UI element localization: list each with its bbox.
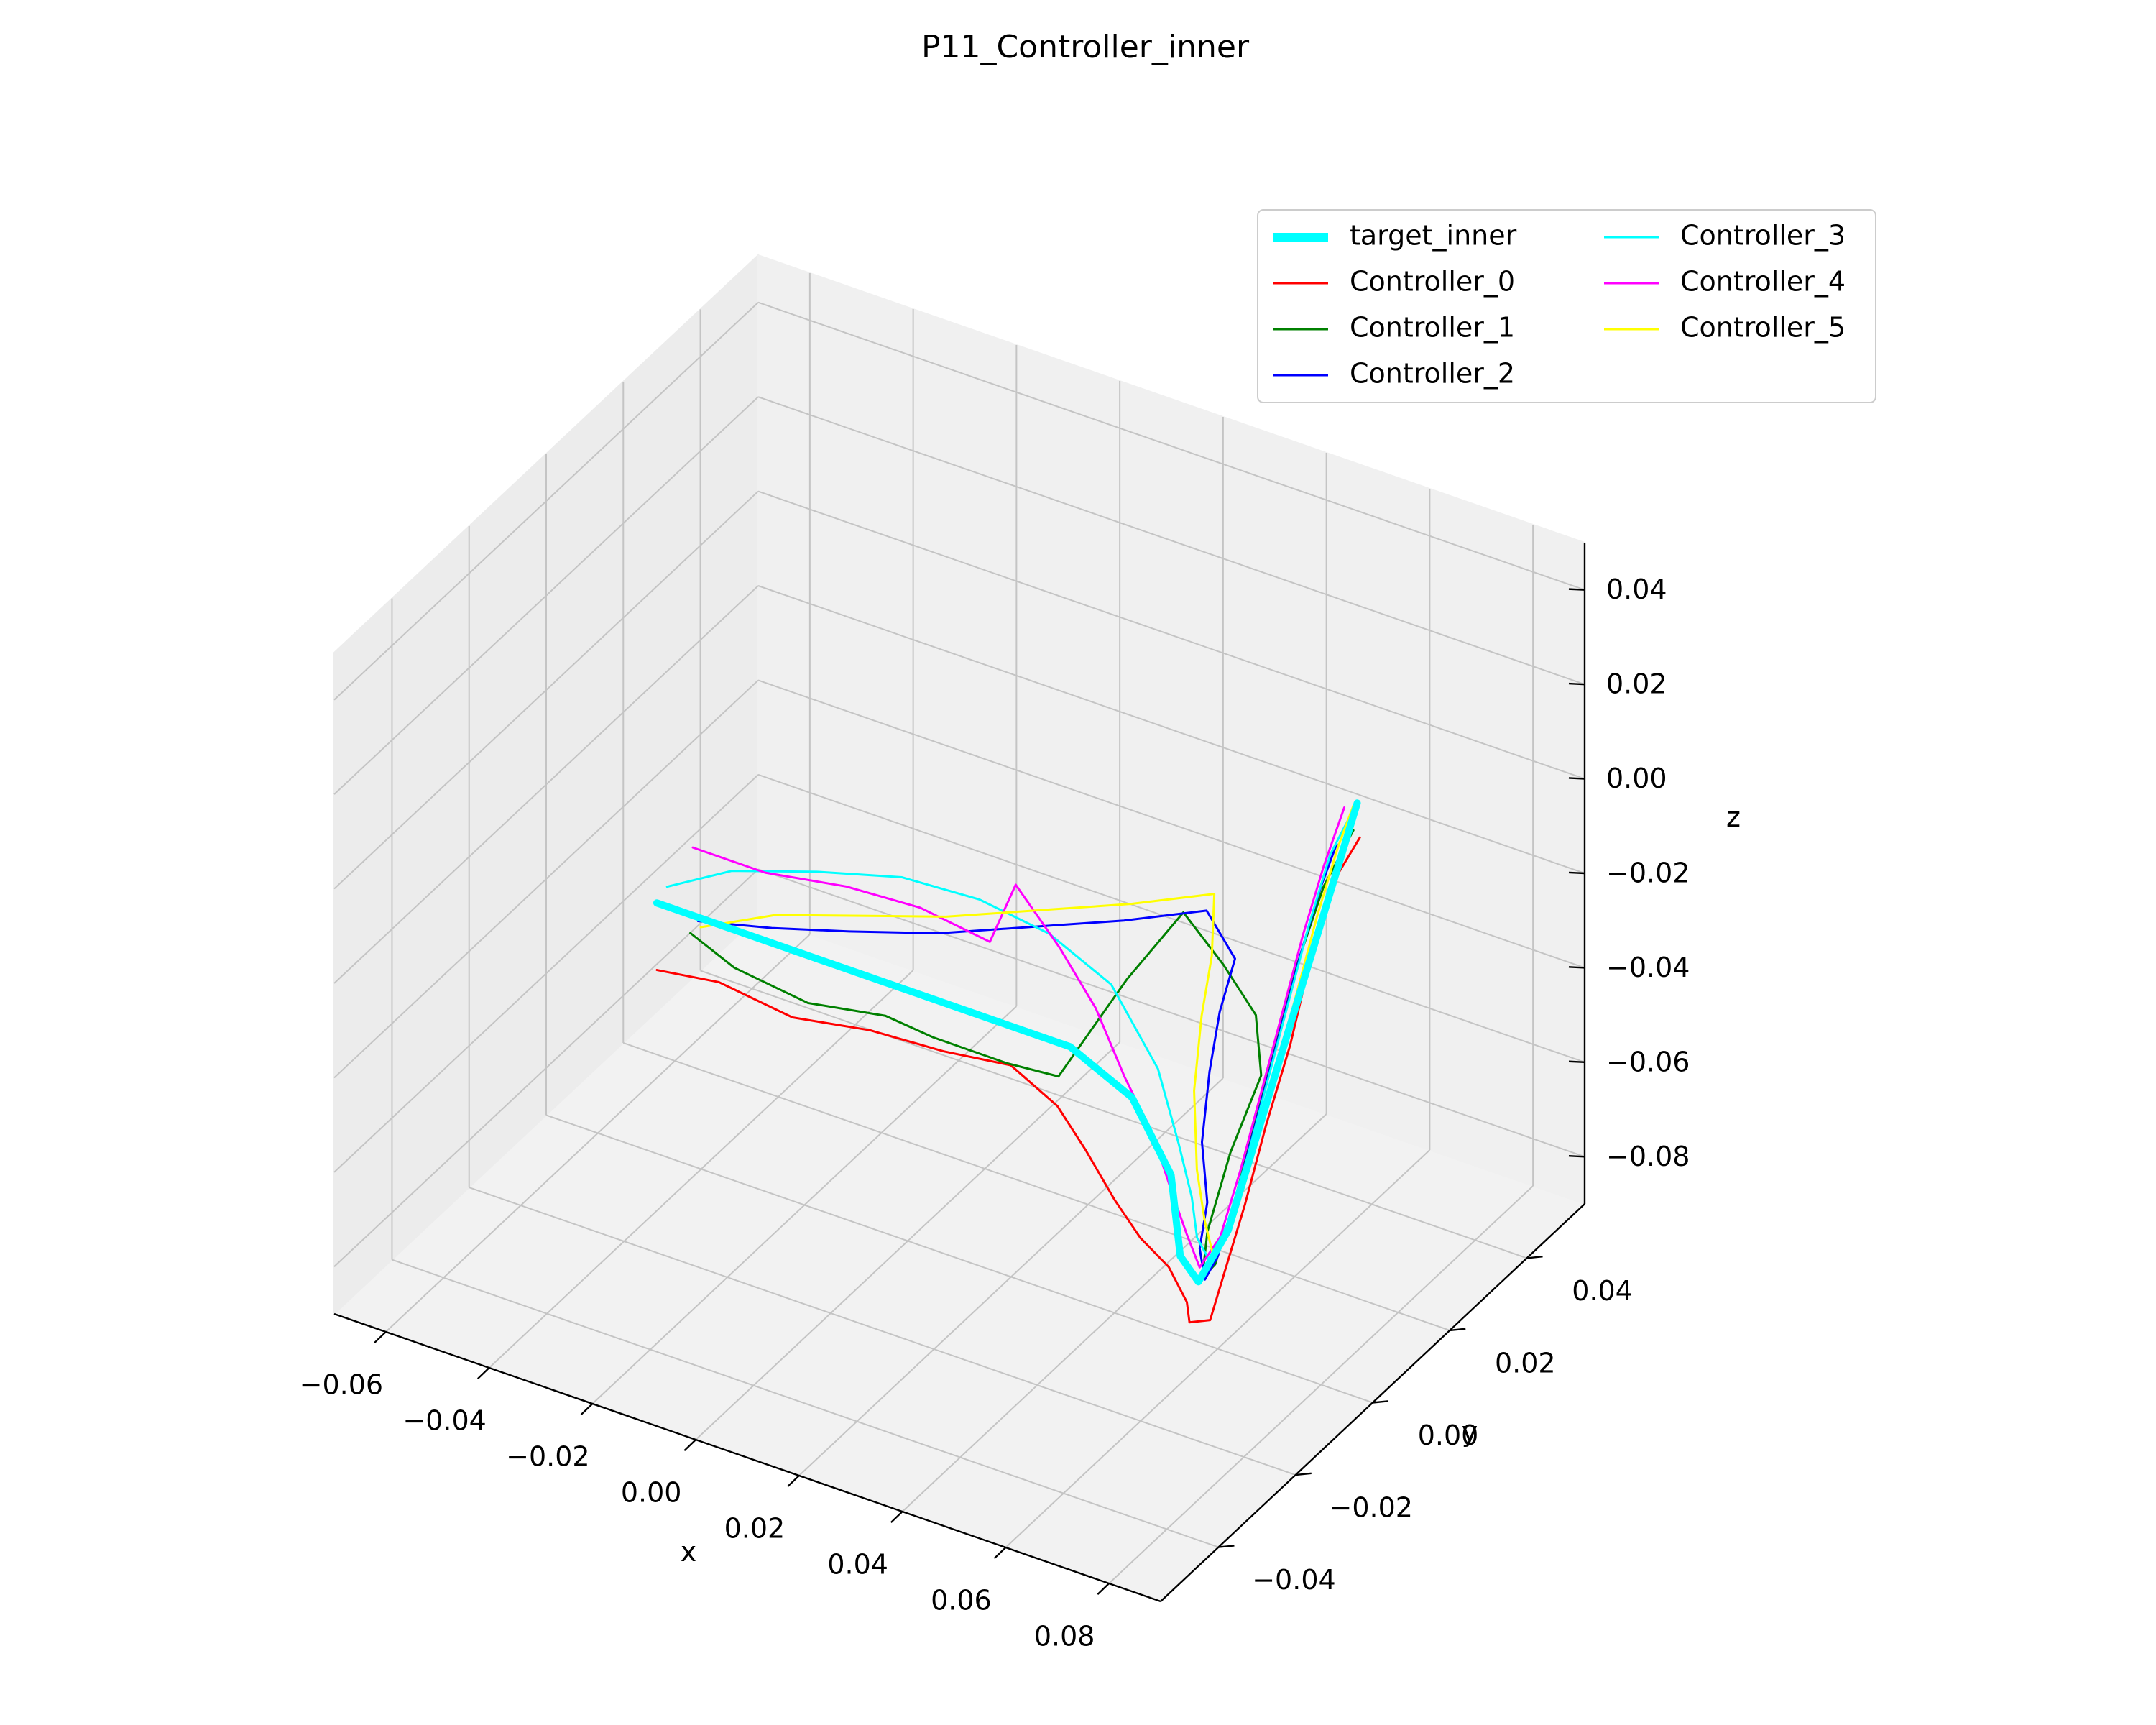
- y-tick-label: 0.02: [1495, 1347, 1556, 1379]
- x-axis-line: [333, 1312, 1161, 1603]
- y-tick-label: 0.04: [1572, 1275, 1633, 1307]
- z-tick-label: 0.04: [1606, 574, 1667, 605]
- tick-marks: −0.06 −0.04 −0.02 0.00 0.02 0.04 0.06 0.08 −0.04…: [300, 574, 1690, 1652]
- y-grid-floor: [469, 1187, 1296, 1476]
- grid-lines: [333, 273, 1585, 1584]
- y-tick: [1372, 1400, 1389, 1404]
- y-tick-label: −0.04: [1252, 1564, 1335, 1596]
- y-tick-label: −0.02: [1330, 1492, 1413, 1524]
- y-grid-floor: [700, 970, 1527, 1259]
- z-tick-label: 0.02: [1606, 668, 1667, 700]
- x-tick: [580, 1403, 594, 1416]
- x-tick-label: 0.00: [621, 1477, 682, 1509]
- x-tick-label: 0.08: [1034, 1621, 1095, 1652]
- legend-entry-label: Controller_1: [1350, 312, 1515, 344]
- y-tick-label: 0.00: [1418, 1420, 1479, 1451]
- legend-entry-label: Controller_5: [1680, 312, 1846, 344]
- y-axis-label: y: [1462, 1416, 1478, 1448]
- x-tick-label: 0.06: [931, 1585, 992, 1616]
- y-grid-floor: [545, 1114, 1373, 1404]
- x-tick: [993, 1547, 1007, 1560]
- x-tick-label: 0.04: [827, 1549, 888, 1581]
- z-grid-left: [333, 585, 759, 984]
- series-line-target-inner: [653, 799, 1361, 1286]
- legend-entry-label: Controller_0: [1350, 266, 1515, 298]
- z-tick-label: −0.04: [1606, 952, 1690, 983]
- z-tick: [1568, 588, 1585, 591]
- y-tick: [1218, 1545, 1235, 1548]
- x-tick-label: −0.06: [300, 1369, 383, 1401]
- x-tick-label: 0.02: [724, 1513, 786, 1545]
- x-tick-label: −0.02: [506, 1441, 589, 1473]
- z-grid-back: [757, 773, 1585, 1063]
- z-tick-label: −0.02: [1606, 857, 1690, 889]
- x-tick: [476, 1367, 490, 1380]
- z-tick-label: −0.08: [1606, 1141, 1690, 1172]
- legend-entry-label: Controller_2: [1350, 358, 1515, 390]
- z-axis-label: z: [1726, 801, 1741, 833]
- x-tick: [1097, 1583, 1110, 1596]
- z-grid-left: [333, 868, 759, 1268]
- series-line-controller-0: [655, 836, 1361, 1324]
- z-grid-left: [333, 679, 759, 1079]
- z-tick-label: 0.00: [1606, 763, 1667, 794]
- y-tick: [1450, 1328, 1466, 1332]
- chart-title: P11_Controller_inner: [921, 29, 1250, 65]
- series-layer: [653, 799, 1361, 1324]
- x-tick: [683, 1439, 696, 1452]
- z-grid-back: [757, 490, 1585, 780]
- series-line-controller-3: [665, 814, 1353, 1263]
- y-grid-floor: [622, 1042, 1450, 1331]
- legend: target_inner Controller_0 Controller_1 Cont…: [1257, 209, 1876, 403]
- legend-entry-label: Controller_4: [1680, 266, 1846, 298]
- z-grid-back: [757, 585, 1585, 874]
- y-grid-floor: [392, 1259, 1219, 1548]
- legend-entry-label: Controller_3: [1680, 220, 1846, 252]
- x-tick: [374, 1331, 387, 1344]
- z-grid-left: [333, 774, 759, 1173]
- z-grid-left: [333, 396, 759, 795]
- z-grid-left: [333, 490, 759, 890]
- z-grid-left: [333, 301, 759, 701]
- legend-box: [1257, 209, 1876, 403]
- z-grid-back: [757, 301, 1585, 591]
- x-tick: [787, 1475, 800, 1488]
- z-grid-back: [757, 396, 1585, 686]
- y-tick: [1526, 1256, 1543, 1259]
- x-tick-label: −0.04: [402, 1405, 486, 1437]
- z-grid-back: [757, 679, 1585, 969]
- legend-entry-label: target_inner: [1350, 220, 1517, 252]
- y-tick: [1295, 1472, 1312, 1476]
- x-axis-label: x: [681, 1536, 697, 1568]
- z-tick-label: −0.06: [1606, 1046, 1690, 1077]
- x-tick: [890, 1511, 903, 1524]
